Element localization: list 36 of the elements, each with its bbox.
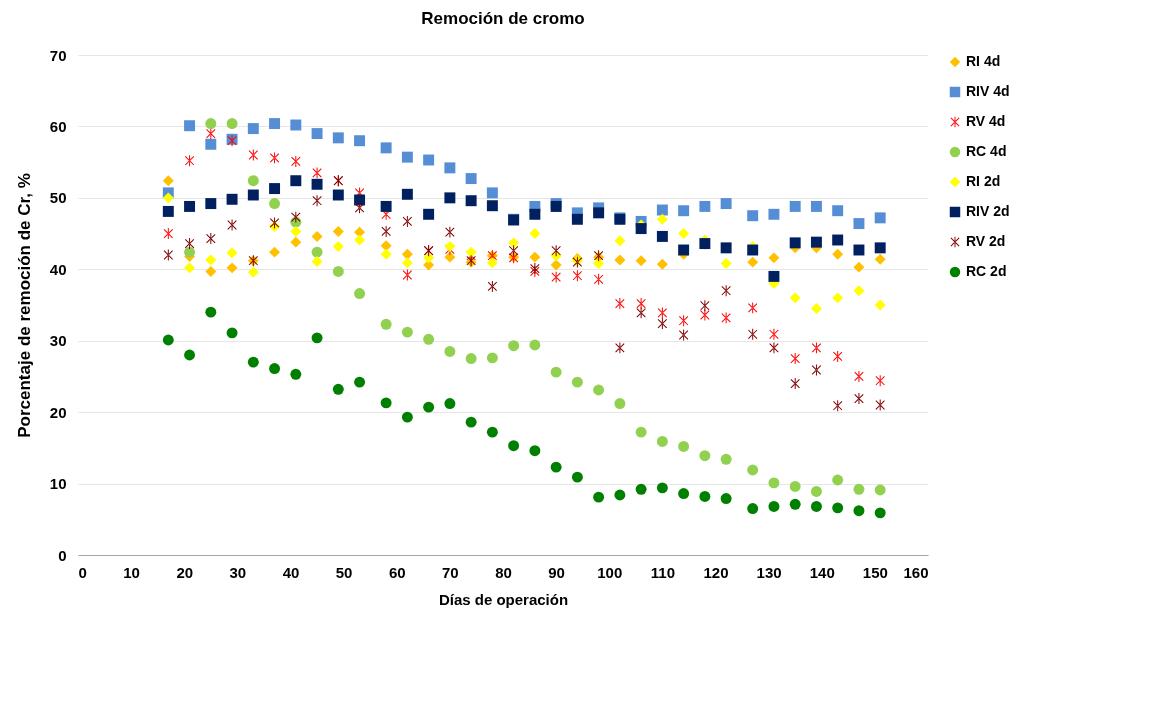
x-tick-label: 130 (756, 563, 782, 581)
legend-label: RIV 2d (966, 203, 1010, 219)
x-axis-title: Días de operación (438, 590, 569, 608)
y-tick-label: 10 (49, 475, 67, 493)
y-tick-label: 0 (58, 546, 67, 564)
legend-label: RI 4d (966, 53, 1001, 69)
x-tick-label: 10 (123, 563, 140, 581)
y-tick-label: 70 (49, 46, 67, 64)
x-tick-label: 80 (495, 563, 512, 581)
x-tick-label: 30 (229, 563, 247, 581)
legend-label: RV 2d (966, 233, 1006, 249)
x-tick-label: 150 (862, 563, 888, 581)
x-tick-label: 140 (809, 563, 835, 581)
y-tick-label: 50 (49, 189, 67, 207)
x-tick-label: 70 (442, 563, 459, 581)
y-tick-label: 40 (49, 260, 67, 278)
x-tick-label: 20 (176, 563, 194, 581)
chart-title: Remoción de cromo (421, 9, 585, 28)
x-tick-label: 90 (548, 563, 565, 581)
x-tick-label: 60 (388, 563, 406, 581)
x-tick-label: 0 (78, 563, 87, 581)
legend-label: RC 4d (966, 143, 1007, 159)
x-tick-label: 100 (597, 563, 623, 581)
x-tick-label: 110 (650, 563, 675, 581)
legend-label: RC 2d (966, 263, 1007, 279)
y-tick-label: 20 (49, 403, 67, 421)
legend-label: RI 2d (966, 173, 1001, 189)
y-axis-title: Porcentaje de remoción de Cr, % (14, 173, 34, 438)
y-tick-label: 60 (49, 117, 67, 135)
legend-label: RV 4d (966, 113, 1006, 129)
x-tick-label: 120 (703, 563, 729, 581)
y-tick-label: 30 (49, 332, 67, 350)
x-tick-label: 50 (335, 563, 353, 581)
legend-label: RIV 4d (966, 83, 1010, 99)
x-tick-label: 40 (282, 563, 300, 581)
x-tick-label: 160 (903, 563, 929, 581)
